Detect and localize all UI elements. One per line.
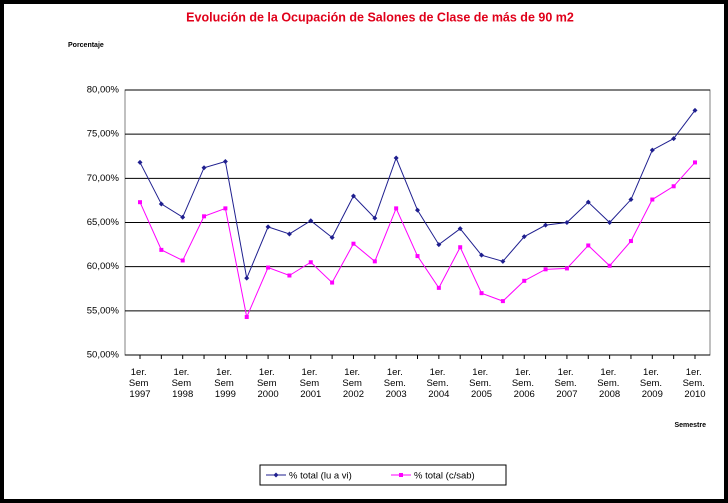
x-tick-label: 1er. Sem 1998 [172,367,194,400]
data-point [244,315,249,320]
x-tick-label: 1er. Sem. 2010 [683,367,708,400]
data-point [607,220,613,225]
y-tick-label: 50,00% [87,350,120,361]
y-axis-label: Porcentaje [68,42,104,49]
data-point [521,234,527,240]
data-point [222,159,228,165]
data-point [585,199,591,205]
x-tick-label: 1er. Sem 2001 [300,367,322,400]
x-tick-label: 1er. Sem 2002 [342,367,364,400]
x-tick-label: 1er. Sem. 2007 [555,367,580,400]
data-point [308,218,314,224]
data-point [671,184,676,189]
y-tick-label: 60,00% [87,261,120,272]
data-point [266,265,271,270]
data-point [586,243,591,248]
data-point [479,291,484,296]
data-point [223,206,228,211]
data-point [564,220,570,225]
x-tick-label: 1er. Sem 1997 [129,367,151,400]
data-point [650,197,655,202]
legend-marker [399,473,403,477]
legend-label: % total (c/sab) [414,471,475,482]
data-point [564,266,569,271]
data-point [479,252,485,258]
data-point [500,258,506,264]
data-point [628,197,634,203]
data-point [372,215,378,221]
data-point [393,155,399,161]
data-point [607,263,612,268]
data-point [671,136,677,142]
x-axis-label: Semestre [674,422,706,429]
data-point [372,259,377,264]
x-tick-label: 1er. Sem. 2008 [597,367,622,400]
data-point [394,206,399,211]
x-tick-label: 1er. Sem. 2006 [512,367,537,400]
data-point [308,260,313,265]
data-point [693,160,697,165]
x-tick-label: 1er. Sem. 2009 [640,367,665,400]
data-point [543,267,548,272]
data-point [436,285,441,290]
x-tick-label: 1er. Sem. 2003 [384,367,409,400]
data-point [158,201,164,207]
legend: % total (lu a vi) % total (c/sab) [259,464,507,486]
data-point [350,193,356,199]
data-point [330,280,335,285]
legend-marker [273,472,279,478]
data-point [415,207,420,213]
data-point [287,273,292,278]
y-tick-label: 65,00% [87,217,120,228]
data-point [286,231,292,237]
data-point [649,147,655,153]
x-tick-label: 1er. Sem. 2004 [426,367,451,400]
data-point [329,235,335,241]
y-tick-label: 70,00% [87,173,120,184]
chart-title: Evolución de la Ocupación de Salones de … [186,10,574,24]
x-tick-label: 1er. Sem. 2005 [469,367,494,400]
data-point [458,245,463,250]
data-point [351,241,356,246]
data-point [202,214,207,219]
data-point [201,165,207,171]
legend-label: % total (lu a vi) [289,471,352,482]
data-point [159,247,164,252]
y-tick-label: 75,00% [87,129,120,140]
data-point [265,224,271,230]
data-point [180,214,186,220]
data-point [457,226,463,232]
y-tick-label: 80,00% [87,85,120,96]
data-point [522,278,527,283]
legend-box [259,464,507,486]
data-point [180,258,185,263]
data-point [500,299,505,304]
data-point [244,275,250,281]
data-point [692,107,698,113]
y-tick-label: 55,00% [87,305,120,316]
x-tick-label: 1er. Sem 2000 [257,367,279,400]
data-point [543,222,549,228]
data-point [628,239,633,244]
x-tick-label: 1er. Sem 1999 [214,367,236,400]
data-point [436,242,442,248]
data-point [137,159,143,165]
data-point [138,200,142,205]
data-point [415,254,420,259]
